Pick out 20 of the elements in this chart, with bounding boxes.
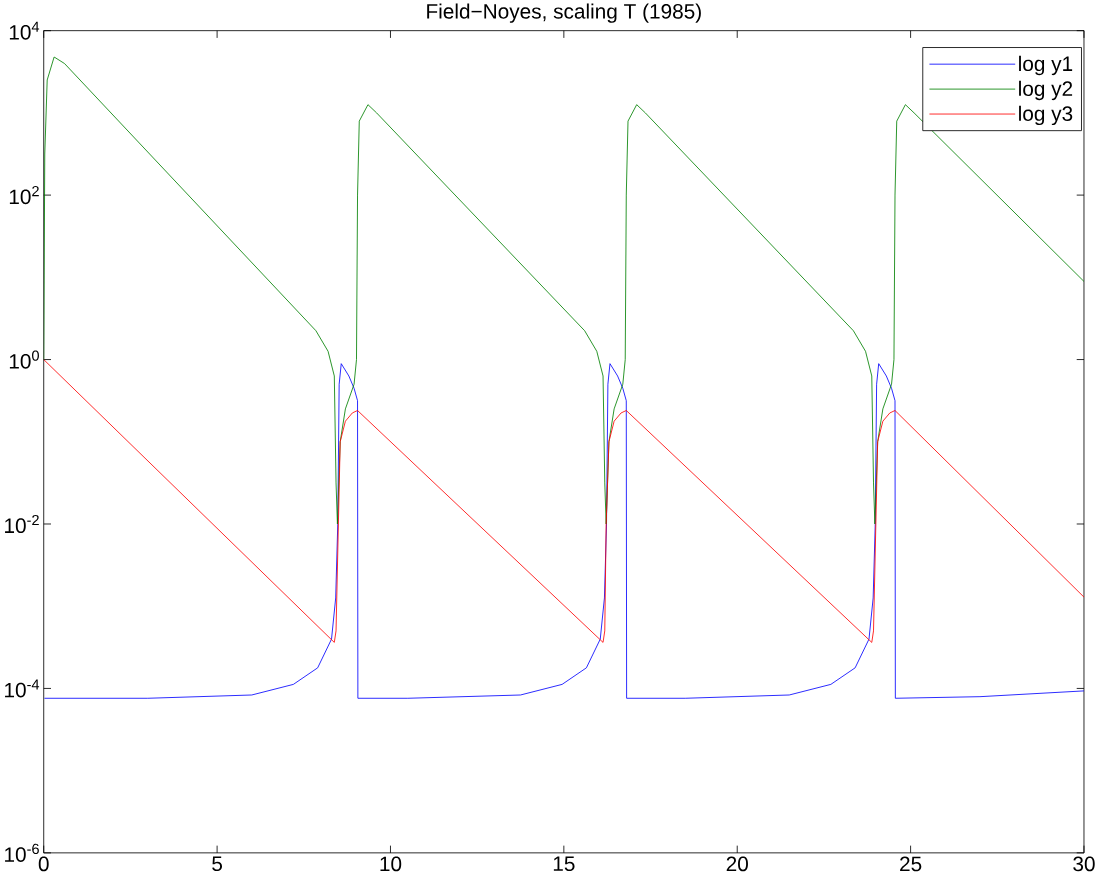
x-tick-label: 25 (900, 856, 922, 872)
y-tick-label: 10$^{-2}$ (5, 515, 39, 534)
legend-label: log y1 (1019, 55, 1073, 76)
y-tick-label: 10$^{-4}$ (5, 679, 40, 698)
legend-label: log y2 (1019, 80, 1073, 101)
legend-label: log y3 (1019, 105, 1073, 126)
x-tick-label: 15 (553, 856, 575, 872)
chart-title: Field−Noyes, scaling T (1985) (427, 3, 701, 23)
line-series (44, 363, 1084, 699)
x-tick-label: 20 (726, 856, 748, 872)
x-tick-label: 5 (212, 856, 223, 872)
line-series (43, 56, 1084, 525)
x-tick-label: 0 (38, 856, 49, 872)
y-tick-label: 10$^{2}$ (9, 186, 39, 205)
line-series (43, 359, 1084, 643)
x-tick-label: 10 (380, 856, 402, 872)
y-tick-label: 10$^{-6}$ (5, 843, 39, 863)
y-tick-label: 10$^{0}$ (9, 350, 39, 369)
y-tick-label: 10$^{4}$ (9, 21, 40, 40)
x-tick-label: 30 (1073, 856, 1095, 872)
